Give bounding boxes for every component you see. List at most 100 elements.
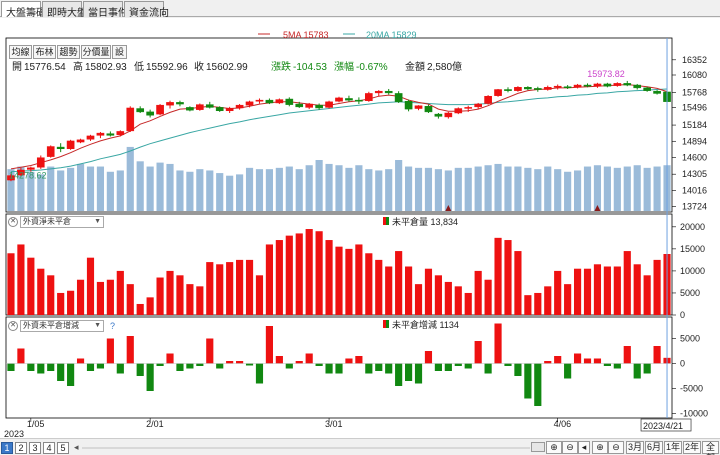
chart-canvas[interactable]: 16352 16080 15768 15496 15184 14894 14600 14305…	[0, 18, 720, 438]
zoom-out-icon[interactable]: ⊖	[562, 441, 578, 454]
oi-bar	[47, 275, 55, 315]
panel2-indicator-select[interactable]: 外資淨未平倉 ▼	[20, 216, 104, 228]
candle-body	[563, 86, 572, 88]
volume-bar	[405, 166, 413, 211]
oi-change-bar	[27, 363, 35, 371]
range-1y-button[interactable]: 1年	[664, 441, 682, 454]
quote-low: 15592.96	[146, 62, 188, 73]
cursor-date-box	[640, 418, 692, 432]
volume-bar	[146, 166, 154, 211]
tab-chip-summary[interactable]: 大盤籌碼	[1, 1, 46, 19]
oi-bar	[593, 264, 602, 315]
oi-tick-label: 0	[680, 310, 685, 320]
page-button-3[interactable]: 3	[29, 442, 41, 454]
volume-bar	[474, 166, 482, 211]
page-button-2[interactable]: 2	[15, 442, 27, 454]
help-icon[interactable]: ?	[110, 321, 116, 331]
page-button-1[interactable]: 1	[1, 442, 13, 454]
settings-button[interactable]: 設	[112, 45, 127, 59]
volume-bar	[524, 167, 532, 211]
oi-bar	[295, 233, 303, 315]
oi-bar	[414, 284, 423, 315]
oi-bar	[405, 266, 413, 315]
price-tick-label: 16080	[682, 70, 707, 80]
oi-bar	[176, 275, 184, 315]
candle-body	[364, 93, 373, 101]
panel3-indicator-select[interactable]: 外資未平倉增減 ▼	[20, 320, 104, 332]
range-all-button[interactable]: 全部	[702, 441, 719, 455]
tab-realtime-market[interactable]: 即時大盤	[42, 1, 87, 19]
candle-body	[345, 98, 353, 101]
volume-bar	[265, 169, 273, 211]
chart-labels: 15973.82 14278.62 5MA 15783 20MA 15829 開 1577…	[9, 30, 692, 432]
page-button-4[interactable]: 4	[43, 442, 55, 454]
candle-body	[504, 89, 512, 91]
volume-bar	[226, 175, 234, 211]
oi-bar	[464, 292, 472, 315]
oi-bar	[474, 270, 482, 315]
candle-body	[215, 107, 224, 112]
volume-bar	[285, 166, 293, 211]
open-interest-change-bars	[6, 323, 672, 406]
zoom-in-icon[interactable]: ⊕	[546, 441, 562, 454]
page-button-5[interactable]: 5	[57, 442, 69, 454]
ma-button[interactable]: 均線	[9, 45, 32, 59]
ma20-line	[10, 88, 668, 173]
volume-bar	[325, 163, 333, 211]
zoom-out-icon[interactable]: ⊖	[608, 441, 624, 454]
close-panel-icon[interactable]: ✕	[8, 321, 18, 331]
candle-body	[166, 102, 174, 106]
price-volume-button[interactable]: 分價量	[81, 45, 111, 59]
oi-bar	[335, 246, 343, 315]
candle-body	[146, 111, 154, 116]
volume-bar	[315, 160, 323, 211]
close-panel-icon[interactable]: ✕	[8, 217, 18, 227]
bollinger-button[interactable]: 布林	[33, 45, 56, 59]
range-6m-button[interactable]: 6月	[645, 441, 663, 454]
oi-bar	[554, 270, 562, 315]
oi-tick-label: 15000	[680, 244, 705, 254]
candle-body	[325, 101, 333, 108]
scrollbar-track[interactable]	[82, 447, 530, 449]
quote-open-label: 開	[12, 61, 22, 73]
range-3m-button[interactable]: 3月	[626, 441, 644, 454]
panel2-select-value: 外資淨未平倉	[23, 217, 71, 226]
zoom-in-icon[interactable]: ⊕	[592, 441, 608, 454]
range-2y-button[interactable]: 2年	[683, 441, 701, 454]
tab-capital-flow[interactable]: 資金流向	[124, 1, 169, 19]
scrollbar-thumb[interactable]	[531, 442, 545, 452]
oi-change-bar	[166, 353, 174, 364]
oi-change-bar	[255, 363, 264, 384]
oi-change-bar	[156, 363, 164, 366]
candle-body	[27, 167, 35, 170]
price-tick-label: 14600	[682, 153, 707, 163]
pan-left-icon[interactable]: ◂	[578, 441, 590, 454]
oi-change-bar	[7, 363, 15, 371]
candle-body	[355, 99, 363, 102]
oi-bar	[444, 281, 452, 315]
oi-bar	[245, 259, 254, 315]
oi-bar	[375, 259, 383, 315]
tab-daily-events[interactable]: 當日事件	[83, 1, 128, 19]
oi-change-bar	[226, 361, 234, 364]
volume-bar	[464, 167, 472, 211]
volume-bar	[136, 161, 144, 211]
trend-button[interactable]: 趨勢	[57, 45, 80, 59]
volume-bar	[116, 170, 124, 211]
candle-body	[235, 104, 244, 109]
oi-bar	[514, 251, 522, 315]
oi-change-bar	[444, 363, 452, 371]
quote-pct: -0.67%	[356, 62, 388, 73]
volume-bar	[245, 167, 254, 211]
candle-body	[474, 103, 482, 108]
oi-change-bar	[454, 363, 462, 366]
oi-bar	[315, 231, 323, 315]
oi-bar	[653, 259, 661, 315]
oi-change-bar	[405, 363, 413, 381]
scroll-left-icon[interactable]: ◂	[74, 442, 79, 452]
oi-change-bar	[514, 363, 522, 376]
candle-body	[66, 140, 75, 150]
volume-bar	[573, 170, 582, 211]
volume-bar	[176, 170, 184, 211]
oi-bar	[76, 279, 85, 315]
